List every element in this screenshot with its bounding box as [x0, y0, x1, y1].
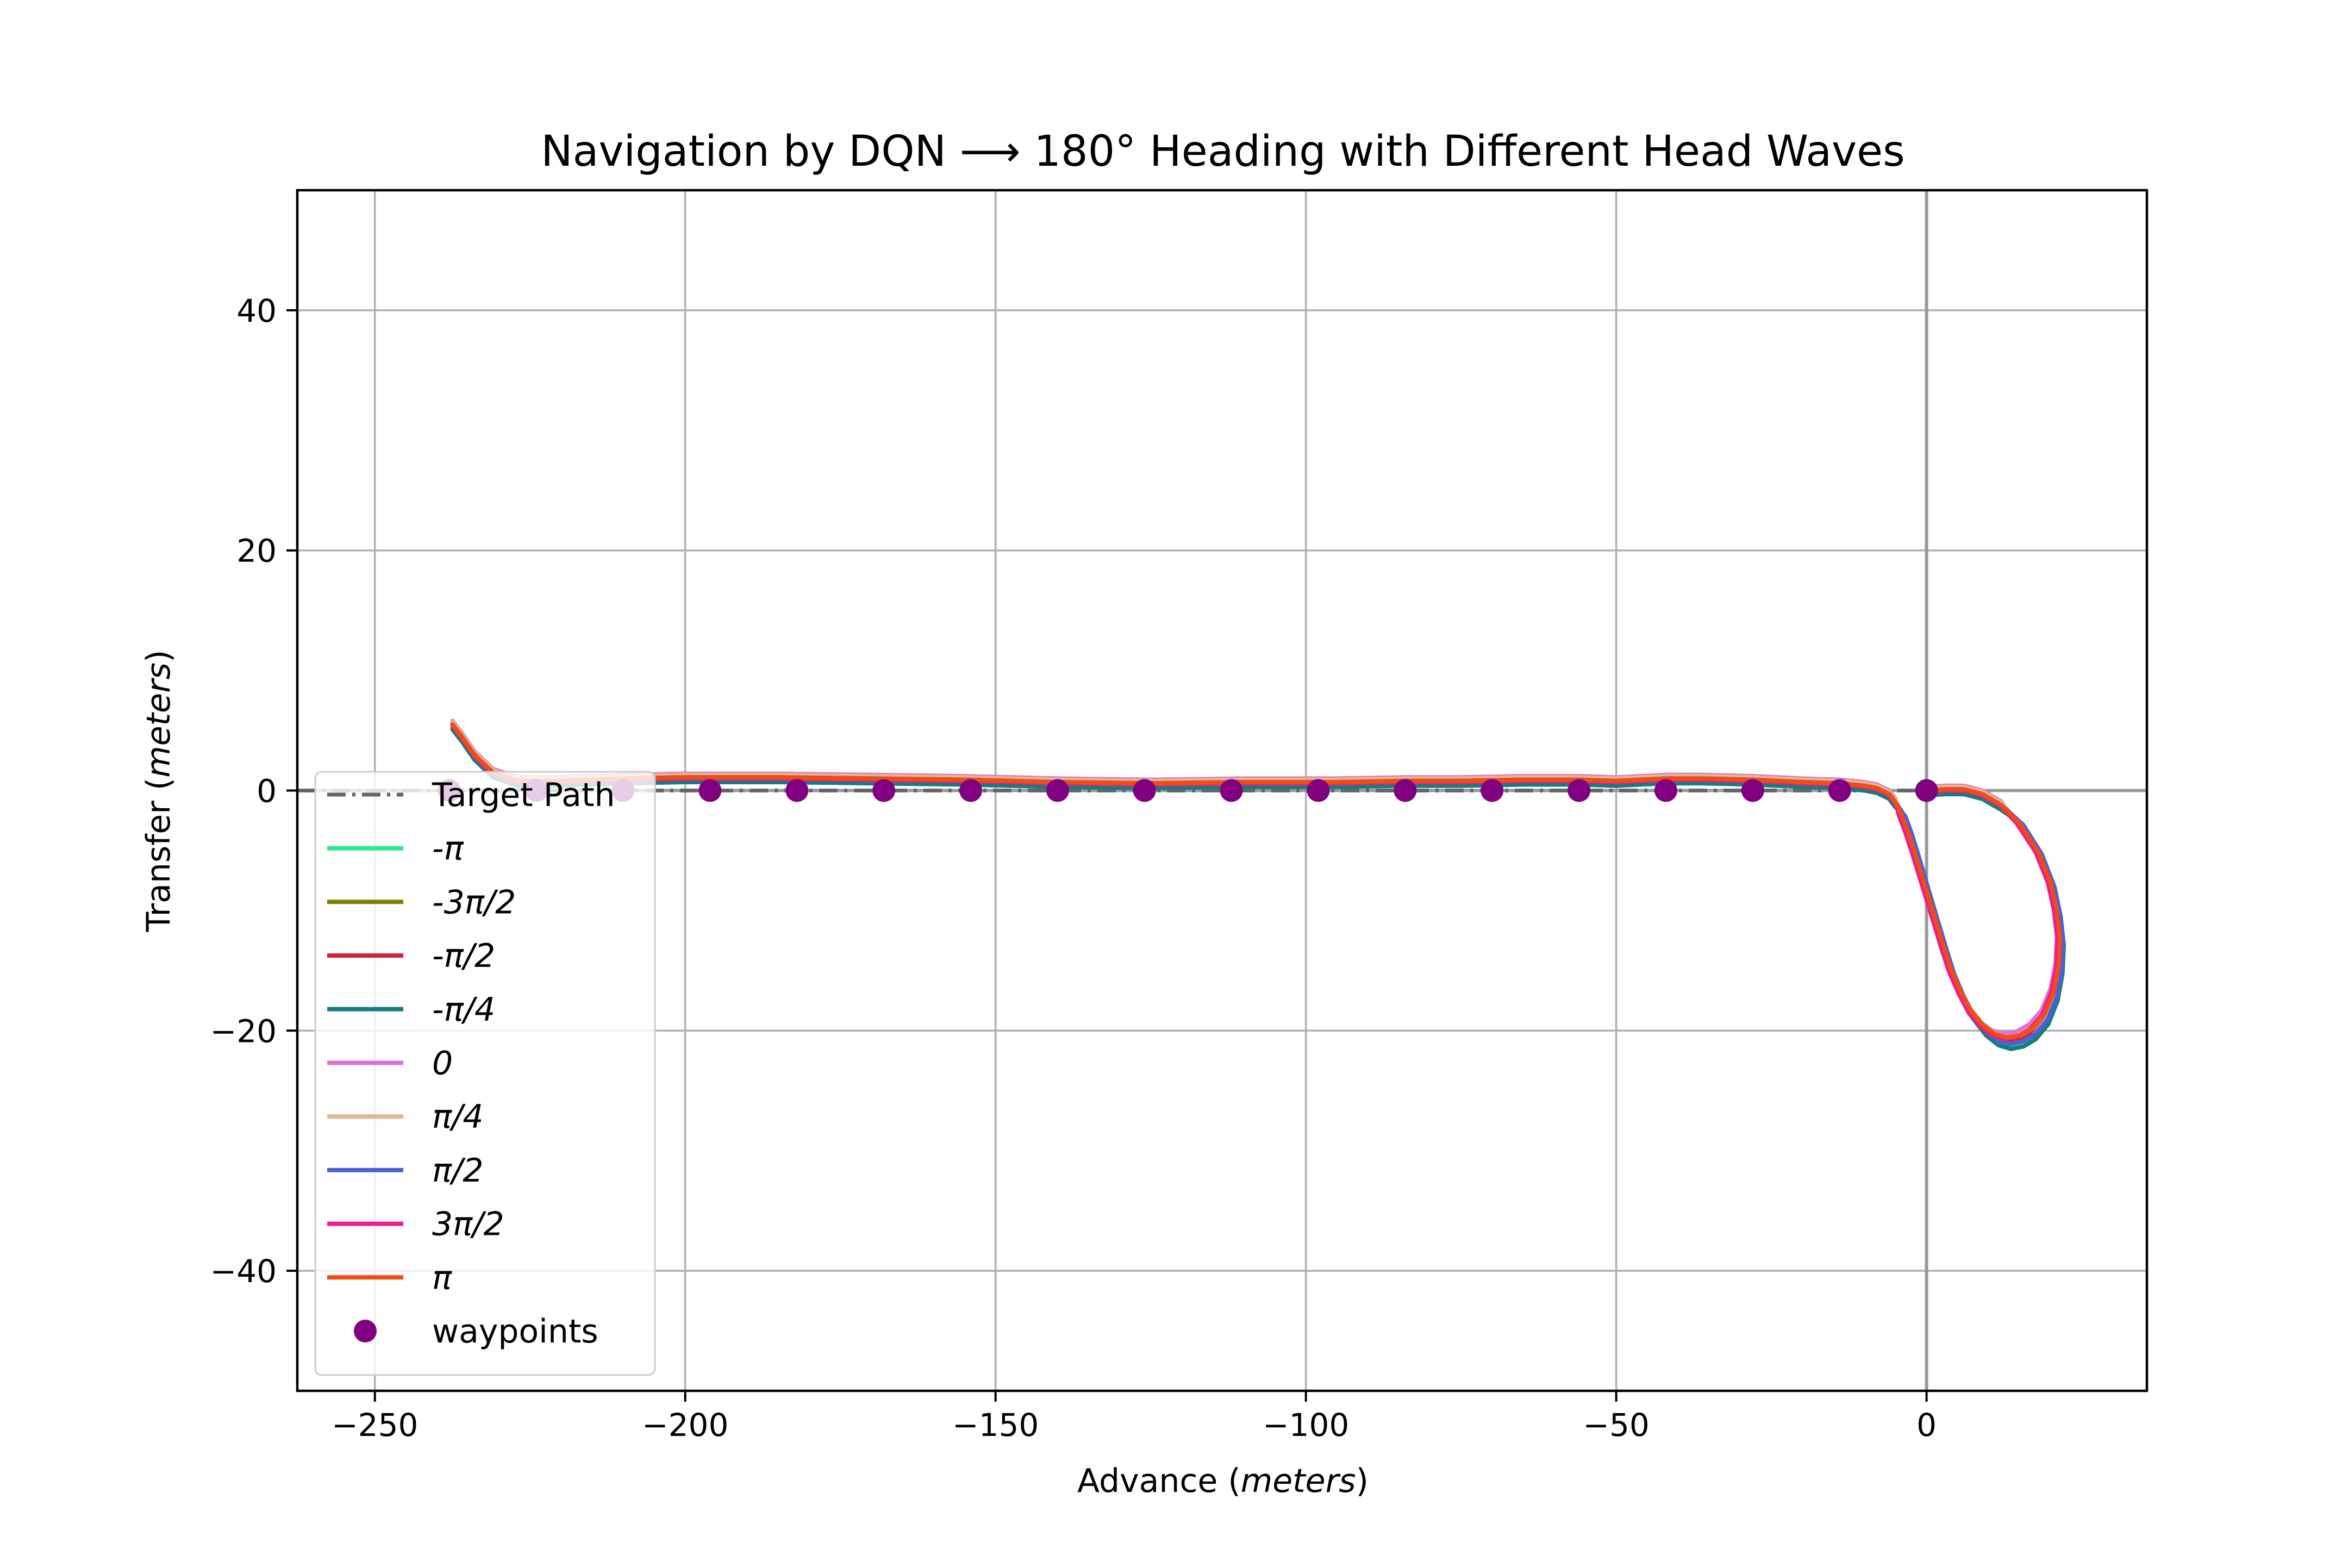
waypoint-marker: [872, 779, 896, 802]
y-tick-label: −20: [210, 1013, 277, 1050]
waypoint-marker: [1394, 779, 1417, 802]
x-axis-label-unit: meters: [1241, 1462, 1356, 1500]
x-tick-label: −50: [1583, 1407, 1649, 1444]
waypoint-marker: [1481, 779, 1504, 802]
waypoint-marker: [1828, 779, 1851, 802]
y-axis-label-unit: meters: [140, 663, 178, 778]
waypoint-marker: [785, 779, 809, 802]
waypoint-marker: [1568, 779, 1591, 802]
y-tick-label: 20: [236, 533, 277, 570]
y-axis-label: Transfer (meters): [140, 650, 178, 933]
waypoint-marker: [1220, 779, 1243, 802]
x-axis-label-suffix: ): [1356, 1462, 1369, 1500]
legend-label: -π: [432, 830, 464, 868]
waypoint-marker: [1654, 779, 1677, 802]
x-tick-label: −100: [1263, 1407, 1349, 1444]
legend-label: waypoints: [432, 1313, 598, 1351]
waypoint-marker: [1046, 779, 1069, 802]
waypoint-marker: [1915, 779, 1938, 802]
x-tick-label: −150: [952, 1407, 1039, 1444]
legend-label: 0: [432, 1045, 453, 1083]
legend-items: Target Path -π -3π/2 -π/2 -π/4 0 π/4 π/2 3π/2 π wa…: [327, 776, 615, 1351]
waypoint-marker: [698, 779, 722, 802]
x-axis-label-prefix: Advance (: [1077, 1462, 1241, 1500]
legend-label: π/2: [432, 1152, 484, 1190]
waypoint-marker: [1307, 779, 1330, 802]
x-axis-label: Advance (meters): [1077, 1462, 1369, 1500]
y-tick-label: 0: [257, 773, 277, 810]
data-layer: [297, 719, 2066, 1051]
legend-box: [314, 771, 656, 1376]
y-tick-label: 40: [236, 292, 277, 329]
legend: Target Path -π -3π/2 -π/2 -π/4 0 π/4 π/2 3π/2 π wa…: [314, 771, 656, 1376]
x-tick-label: −200: [642, 1407, 728, 1444]
legend-label: -π/2: [432, 937, 495, 975]
legend-label: π: [432, 1259, 452, 1297]
legend-label: Target Path: [432, 776, 615, 814]
y-axis-label-suffix: ): [140, 650, 178, 663]
chart-title: Navigation by DQN ⟶ 180° Heading with Di…: [541, 127, 1905, 176]
y-tick-label: −40: [210, 1253, 277, 1290]
legend-label: π/4: [432, 1098, 484, 1136]
x-tick-label: −250: [332, 1407, 418, 1444]
legend-label: -π/4: [432, 991, 495, 1029]
series-line-8: [450, 722, 2063, 1040]
waypoint-marker: [1133, 779, 1156, 802]
y-axis-label-prefix: Transfer (: [140, 778, 178, 933]
legend-swatch-waypoints: [354, 1320, 377, 1342]
x-tick-label: 0: [1916, 1407, 1937, 1444]
legend-label: -3π/2: [432, 883, 516, 921]
waypoint-marker: [959, 779, 983, 802]
waypoint-marker: [1741, 779, 1764, 802]
legend-label: 3π/2: [432, 1205, 504, 1244]
